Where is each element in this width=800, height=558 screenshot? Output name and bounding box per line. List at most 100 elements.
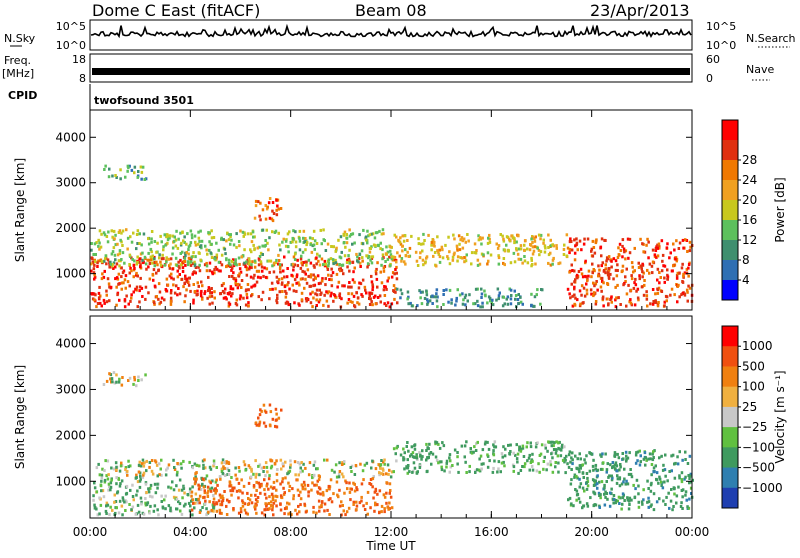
- velocity-cell: [342, 475, 345, 479]
- velocity-cell: [660, 480, 663, 484]
- power-cell: [140, 243, 143, 247]
- power-cell: [317, 300, 321, 304]
- velocity-cell: [254, 498, 258, 502]
- power-cell: [594, 282, 598, 286]
- power-cell: [224, 252, 227, 256]
- velocity-cell: [109, 485, 113, 489]
- power-cell: [631, 265, 634, 269]
- power-cell: [349, 300, 352, 304]
- power-cell: [509, 261, 513, 265]
- power-cell: [107, 282, 111, 286]
- power-cell: [602, 281, 605, 285]
- velocity-colorbar-swatch: [722, 447, 738, 469]
- power-cell: [406, 290, 410, 294]
- power-cell: [207, 231, 210, 235]
- velocity-cell: [571, 462, 574, 466]
- velocity-cell: [355, 504, 359, 508]
- velocity-cell: [618, 468, 621, 472]
- power-cell: [319, 293, 322, 296]
- power-cell: [155, 295, 158, 298]
- power-cell: [130, 240, 134, 244]
- velocity-cell: [639, 460, 642, 464]
- power-cell: [361, 242, 365, 246]
- power-cell: [264, 204, 267, 207]
- velocity-cell: [570, 468, 573, 471]
- power-cell: [181, 230, 184, 234]
- power-cell: [98, 241, 101, 245]
- power-cell: [371, 232, 375, 236]
- power-cell: [335, 262, 339, 266]
- power-cell: [637, 298, 640, 302]
- power-cell: [305, 281, 309, 285]
- power-cell: [638, 274, 641, 278]
- power-cell: [250, 266, 253, 270]
- velocity-cell: [390, 470, 394, 474]
- power-cell: [127, 166, 130, 170]
- power-cell: [238, 262, 241, 266]
- power-cell: [217, 269, 221, 273]
- power-cell: [93, 277, 96, 281]
- velocity-cell: [125, 500, 128, 504]
- power-cell: [97, 238, 100, 242]
- power-cell: [92, 271, 96, 275]
- velocity-cell: [523, 462, 527, 466]
- power-cell: [280, 282, 284, 286]
- power-cell: [135, 271, 138, 275]
- velocity-cell: [106, 459, 110, 463]
- power-cell: [503, 248, 506, 252]
- power-cell: [238, 297, 242, 301]
- power-cell: [110, 252, 114, 256]
- power-cell: [628, 237, 632, 241]
- power-cell: [318, 263, 322, 267]
- power-cell: [195, 293, 198, 297]
- velocity-cell: [214, 489, 218, 493]
- power-cell: [637, 266, 641, 269]
- power-cell: [365, 238, 368, 242]
- power-cell: [115, 176, 118, 179]
- power-cell: [264, 217, 268, 221]
- velocity-cell: [311, 481, 314, 485]
- velocity-cell: [678, 450, 681, 454]
- power-cell: [105, 262, 108, 266]
- velocity-cell: [421, 455, 424, 459]
- power-cell: [320, 242, 323, 246]
- velocity-cell: [269, 504, 273, 507]
- power-cell: [663, 304, 666, 308]
- power-cell: [106, 240, 110, 244]
- power-cell: [229, 235, 232, 238]
- velocity-cell: [681, 488, 685, 492]
- velocity-cell: [361, 469, 365, 473]
- power-cell: [211, 301, 214, 305]
- power-cell: [583, 237, 586, 241]
- power-cell: [355, 291, 358, 295]
- velocity-cell: [594, 503, 598, 507]
- power-cell: [314, 292, 317, 296]
- power-cell: [476, 263, 480, 267]
- velocity-cell: [294, 508, 297, 512]
- velocity-cell: [147, 490, 151, 494]
- power-cell: [304, 260, 307, 264]
- velocity-cell: [371, 477, 375, 481]
- power-cell: [340, 268, 344, 272]
- power-cell: [293, 263, 297, 267]
- power-cell: [357, 260, 360, 264]
- velocity-cell: [341, 504, 344, 507]
- velocity-cell: [183, 491, 186, 495]
- power-cell: [630, 274, 633, 278]
- power-cell: [385, 304, 388, 307]
- power-cell: [584, 259, 587, 263]
- velocity-cell: [558, 440, 561, 444]
- power-cell: [462, 298, 465, 302]
- velocity-cell: [180, 466, 183, 470]
- velocity-cell: [655, 471, 659, 475]
- power-cell: [164, 243, 167, 247]
- velocity-cell: [491, 470, 495, 474]
- power-cell: [689, 245, 692, 249]
- power-cell: [583, 294, 587, 298]
- power-cell: [478, 262, 482, 266]
- velocity-cell: [421, 449, 424, 453]
- power-cell: [339, 256, 343, 260]
- velocity-cell: [149, 504, 152, 508]
